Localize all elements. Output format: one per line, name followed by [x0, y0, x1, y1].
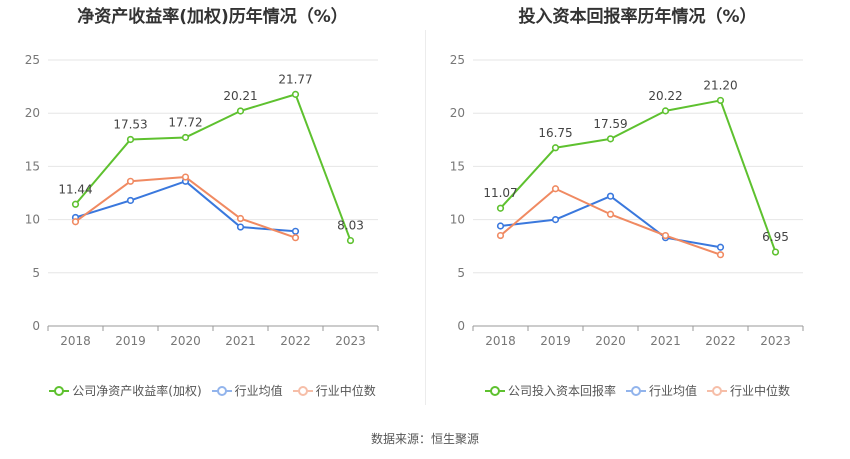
- roe-line-chart: 0 5 10 15 20 25 2018 2019 2020 2021 2022 2023 11.44 1…: [25, 53, 379, 348]
- data-point: [606, 192, 615, 200]
- data-point: [716, 251, 725, 259]
- legend-label: 行业均值: [648, 384, 697, 398]
- data-point: [716, 243, 725, 251]
- legend-line-icon: [211, 384, 232, 398]
- data-point: [236, 214, 245, 223]
- data-source-note: 数据来源：恒生聚源: [370, 432, 479, 446]
- series-line: [499, 99, 777, 253]
- data-point: [496, 231, 505, 240]
- y-tick-label: 15: [450, 159, 465, 173]
- data-point: [496, 204, 505, 212]
- data-point: [126, 135, 135, 144]
- legend-label: 行业中位数: [315, 384, 376, 398]
- y-tick-label: 0: [457, 319, 465, 333]
- series-line: [75, 180, 296, 233]
- data-label: 17.53: [113, 117, 147, 131]
- legend-line-icon: [625, 384, 646, 398]
- x-tick-label: 2018: [485, 334, 516, 348]
- series-line: [74, 93, 352, 241]
- x-tick-label: 2021: [650, 334, 681, 348]
- data-point: [181, 133, 190, 142]
- data-label: 17.72: [168, 115, 202, 129]
- y-tick-label: 10: [25, 213, 40, 227]
- chart-legend: 公司投入资本回报率 行业均值 行业中位数: [425, 382, 850, 399]
- data-label: 21.20: [703, 78, 737, 92]
- x-tick-label: 2019: [115, 334, 146, 348]
- data-point: [606, 135, 615, 143]
- y-tick-label: 10: [450, 213, 465, 227]
- data-point: [126, 177, 135, 185]
- data-point: [236, 107, 245, 115]
- data-point: [181, 173, 190, 181]
- series-line: [500, 195, 721, 249]
- legend-item-industry-median[interactable]: 行业中位数: [707, 382, 790, 399]
- x-tick-label: 2018: [60, 334, 91, 348]
- data-label: 16.75: [538, 126, 572, 140]
- data-point: [551, 144, 560, 152]
- y-tick-label: 5: [32, 266, 40, 280]
- data-point: [291, 227, 300, 235]
- y-tick-label: 25: [25, 53, 40, 67]
- chart-title: 净资产收益率(加权)历年情况（%）: [77, 7, 348, 27]
- x-tick-label: 2023: [760, 334, 791, 348]
- data-point: [551, 216, 560, 224]
- legend-item-industry-median[interactable]: 行业中位数: [292, 382, 376, 399]
- legend-line-icon: [484, 384, 505, 398]
- legend-line-icon: [292, 384, 313, 398]
- data-point: [551, 185, 560, 193]
- y-tick-label: 20: [450, 106, 465, 120]
- roic-line-chart: 0 5 10 15 20 25 2018 2019 2020 2021 2022 2023 11.07 1…: [450, 53, 804, 348]
- panel-divider: [425, 30, 426, 405]
- y-tick-label: 5: [457, 266, 465, 280]
- data-point: [291, 234, 300, 242]
- x-tick-label: 2020: [170, 334, 201, 348]
- data-point: [346, 236, 355, 245]
- data-point: [716, 96, 725, 105]
- data-point: [661, 231, 670, 240]
- data-label: 11.44: [58, 182, 92, 196]
- data-label: 20.22: [648, 89, 682, 103]
- data-point: [496, 222, 505, 230]
- x-tick-label: 2021: [225, 334, 256, 348]
- data-point: [661, 107, 670, 115]
- legend-item-company[interactable]: 公司净资产收益率(加权): [49, 382, 202, 399]
- legend-item-company[interactable]: 公司投入资本回报率: [484, 382, 616, 399]
- x-tick-label: 2019: [540, 334, 571, 348]
- data-label: 6.95: [762, 230, 789, 244]
- data-point: [71, 200, 80, 208]
- roe-chart-panel: 净资产收益率(加权)历年情况（%） 0 5 10 15 20 25 2018 2019 2020…: [0, 0, 425, 420]
- legend-label: 行业均值: [234, 384, 283, 398]
- x-tick-label: 2020: [595, 334, 626, 348]
- legend-label: 公司投入资本回报率: [507, 384, 616, 398]
- y-tick-label: 15: [25, 159, 40, 173]
- x-tick-label: 2023: [335, 334, 366, 348]
- legend-label: 公司净资产收益率(加权): [72, 384, 202, 398]
- data-label: 11.07: [483, 186, 517, 200]
- legend-item-industry-avg[interactable]: 行业均值: [625, 382, 697, 399]
- legend-label: 行业中位数: [730, 384, 791, 398]
- data-label: 20.21: [223, 89, 257, 103]
- data-point: [291, 90, 300, 98]
- y-tick-label: 25: [450, 53, 465, 67]
- data-label: 17.59: [593, 117, 627, 131]
- y-tick-label: 0: [32, 319, 40, 333]
- x-tick-label: 2022: [280, 334, 311, 348]
- data-point: [606, 210, 615, 218]
- chart-title: 投入资本回报率历年情况（%）: [518, 7, 757, 27]
- x-tick-label: 2022: [705, 334, 736, 348]
- data-label: 21.77: [278, 72, 312, 86]
- legend-item-industry-avg[interactable]: 行业均值: [211, 382, 283, 399]
- data-label: 8.03: [337, 219, 364, 233]
- y-tick-label: 20: [25, 106, 40, 120]
- legend-line-icon: [49, 384, 70, 398]
- data-point: [126, 196, 135, 205]
- roic-chart-panel: 投入资本回报率历年情况（%） 0 5 10 15 20 25 2018 2019 2020 202…: [425, 0, 850, 420]
- chart-legend: 公司净资产收益率(加权) 行业均值 行业中位数: [0, 382, 425, 399]
- data-point: [236, 223, 245, 231]
- data-point: [771, 248, 780, 256]
- data-point: [71, 218, 80, 226]
- legend-line-icon: [707, 384, 727, 398]
